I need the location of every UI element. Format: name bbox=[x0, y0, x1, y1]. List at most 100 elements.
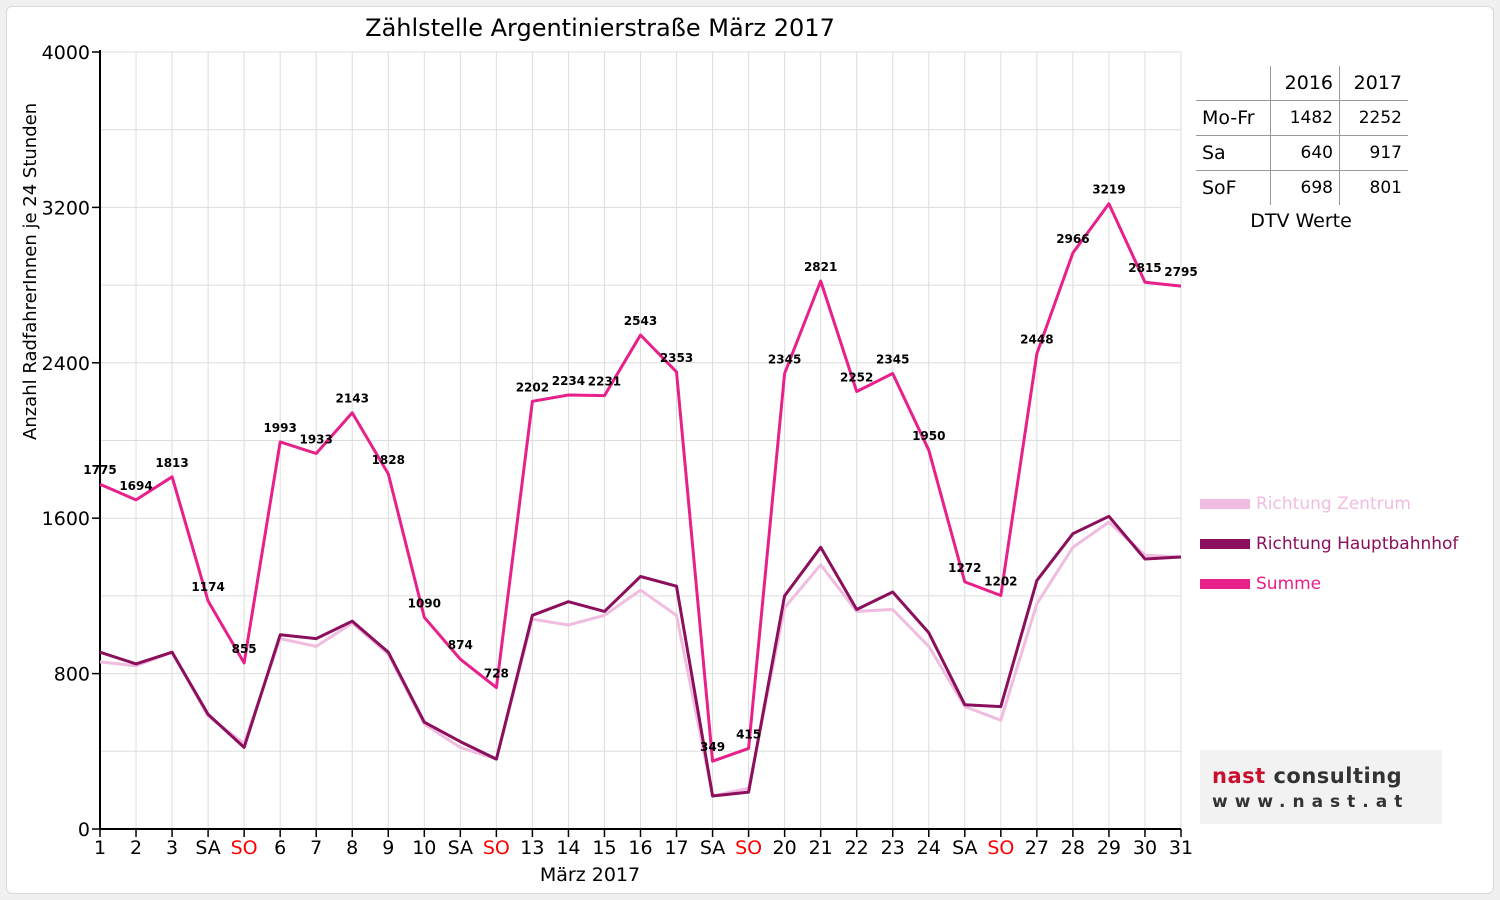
data-label: 2231 bbox=[588, 375, 621, 389]
legend-label: Richtung Zentrum bbox=[1256, 494, 1411, 514]
logo-name: nast consulting bbox=[1212, 764, 1402, 788]
x-tick-label: 14 bbox=[556, 837, 580, 859]
logo-url: www.nast.at bbox=[1212, 792, 1410, 812]
x-tick-label: SO bbox=[987, 837, 1014, 859]
data-label: 1694 bbox=[119, 479, 152, 493]
x-tick-label: 1 bbox=[94, 837, 106, 859]
data-label: 1813 bbox=[155, 456, 188, 470]
x-tick-label: SO bbox=[483, 837, 510, 859]
data-label: 1090 bbox=[408, 596, 441, 610]
legend-item-summe[interactable]: Summe bbox=[1200, 574, 1321, 596]
logo-name-part2: consulting bbox=[1265, 764, 1403, 788]
y-tick-label: 1600 bbox=[42, 508, 90, 530]
legend-label: Summe bbox=[1256, 574, 1322, 594]
dtv-cell: 1482 bbox=[1270, 100, 1340, 136]
data-label: 728 bbox=[484, 667, 509, 681]
dtv-cell: 698 bbox=[1270, 170, 1340, 205]
x-tick-label: 15 bbox=[592, 837, 616, 859]
y-axis-label: Anzahl RadfahrerInnen je 24 Stunden bbox=[20, 102, 41, 440]
x-tick-label: 17 bbox=[664, 837, 688, 859]
data-label: 2345 bbox=[768, 352, 801, 366]
data-label: 2202 bbox=[516, 380, 549, 394]
x-tick-label: 2 bbox=[130, 837, 142, 859]
chart-title: Zählstelle Argentinierstraße März 2017 bbox=[365, 14, 835, 42]
data-label: 2795 bbox=[1164, 265, 1197, 279]
legend-item-hauptbahnhof[interactable]: Richtung Hauptbahnhof bbox=[1200, 534, 1458, 556]
logo-name-part1: nast bbox=[1212, 764, 1266, 788]
x-tick-label: 30 bbox=[1133, 837, 1157, 859]
x-tick-label: SA bbox=[700, 837, 725, 859]
data-label: 855 bbox=[232, 642, 257, 656]
dtv-row-label: Sa bbox=[1196, 135, 1271, 171]
data-label: 2821 bbox=[804, 260, 837, 274]
dtv-row-label: SoF bbox=[1202, 177, 1237, 199]
legend-item-zentrum[interactable]: Richtung Zentrum bbox=[1200, 494, 1411, 516]
data-label: 3219 bbox=[1092, 183, 1125, 197]
x-tick-label: SA bbox=[952, 837, 977, 859]
y-tick-label: 0 bbox=[78, 819, 90, 841]
y-tick-label: 3200 bbox=[42, 197, 90, 219]
x-tick-label: 8 bbox=[346, 837, 358, 859]
y-tick-label: 4000 bbox=[42, 42, 90, 64]
data-label: 1828 bbox=[372, 453, 405, 467]
x-tick-label: SO bbox=[231, 837, 258, 859]
data-label: 2815 bbox=[1128, 261, 1161, 275]
data-label: 1202 bbox=[984, 575, 1017, 589]
y-tick-label: 2400 bbox=[42, 353, 90, 375]
x-tick-label: 7 bbox=[310, 837, 322, 859]
data-label: 874 bbox=[448, 638, 473, 652]
dtv-table: 2016 2017 Mo-Fr 1482 2252 Sa 640 917 SoF… bbox=[1196, 66, 1408, 205]
x-tick-label: 24 bbox=[917, 837, 941, 859]
x-tick-label: 23 bbox=[881, 837, 905, 859]
x-axis-label: März 2017 bbox=[539, 864, 641, 886]
data-label: 1950 bbox=[912, 429, 945, 443]
data-label: 1272 bbox=[948, 561, 981, 575]
x-tick-label: SA bbox=[195, 837, 220, 859]
x-tick-label: 27 bbox=[1025, 837, 1049, 859]
data-label: 2252 bbox=[840, 371, 873, 385]
data-label: 2353 bbox=[660, 351, 693, 365]
dtv-cell: 2252 bbox=[1339, 100, 1408, 136]
x-tick-label: 29 bbox=[1097, 837, 1121, 859]
dtv-title: DTV Werte bbox=[1250, 210, 1352, 232]
dtv-header-2017: 2017 bbox=[1339, 66, 1408, 101]
x-tick-label: 9 bbox=[382, 837, 394, 859]
data-label: 1174 bbox=[191, 580, 224, 594]
data-label: 2966 bbox=[1056, 232, 1089, 246]
x-tick-label: 31 bbox=[1169, 837, 1193, 859]
dtv-cell: 801 bbox=[1339, 170, 1408, 205]
legend-label: Richtung Hauptbahnhof bbox=[1256, 534, 1459, 554]
data-label: 2143 bbox=[336, 392, 369, 406]
x-tick-label: 28 bbox=[1061, 837, 1085, 859]
data-label: 2448 bbox=[1020, 332, 1053, 346]
x-tick-label: 21 bbox=[809, 837, 833, 859]
x-tick-label: SO bbox=[735, 837, 762, 859]
dtv-header-empty bbox=[1196, 66, 1271, 101]
legend-swatch bbox=[1200, 579, 1250, 589]
logo[interactable]: nast consulting www.nast.at bbox=[1200, 750, 1442, 824]
x-tick-label: 16 bbox=[628, 837, 652, 859]
dtv-cell: 640 bbox=[1270, 135, 1340, 171]
series-line bbox=[99, 514, 1182, 798]
x-tick-label: 3 bbox=[166, 837, 178, 859]
x-tick-label: 10 bbox=[412, 837, 436, 859]
data-label: 2345 bbox=[876, 352, 909, 366]
x-tick-label: 20 bbox=[773, 837, 797, 859]
dtv-header-2016: 2016 bbox=[1270, 66, 1340, 101]
data-label: 1933 bbox=[299, 433, 332, 447]
dtv-row-label: Mo-Fr bbox=[1196, 100, 1271, 136]
x-tick-label: SA bbox=[448, 837, 473, 859]
x-tick-label: 22 bbox=[845, 837, 869, 859]
data-label: 2543 bbox=[624, 314, 657, 328]
legend-swatch bbox=[1200, 499, 1250, 509]
data-label: 349 bbox=[700, 740, 725, 754]
y-tick-label: 800 bbox=[54, 664, 90, 686]
data-label: 2234 bbox=[552, 374, 585, 388]
legend-swatch bbox=[1200, 539, 1250, 549]
x-tick-label: 6 bbox=[274, 837, 286, 859]
data-label: 1775 bbox=[83, 463, 116, 477]
data-label: 415 bbox=[736, 727, 761, 741]
x-tick-label: 13 bbox=[520, 837, 544, 859]
data-label: 1993 bbox=[263, 421, 296, 435]
